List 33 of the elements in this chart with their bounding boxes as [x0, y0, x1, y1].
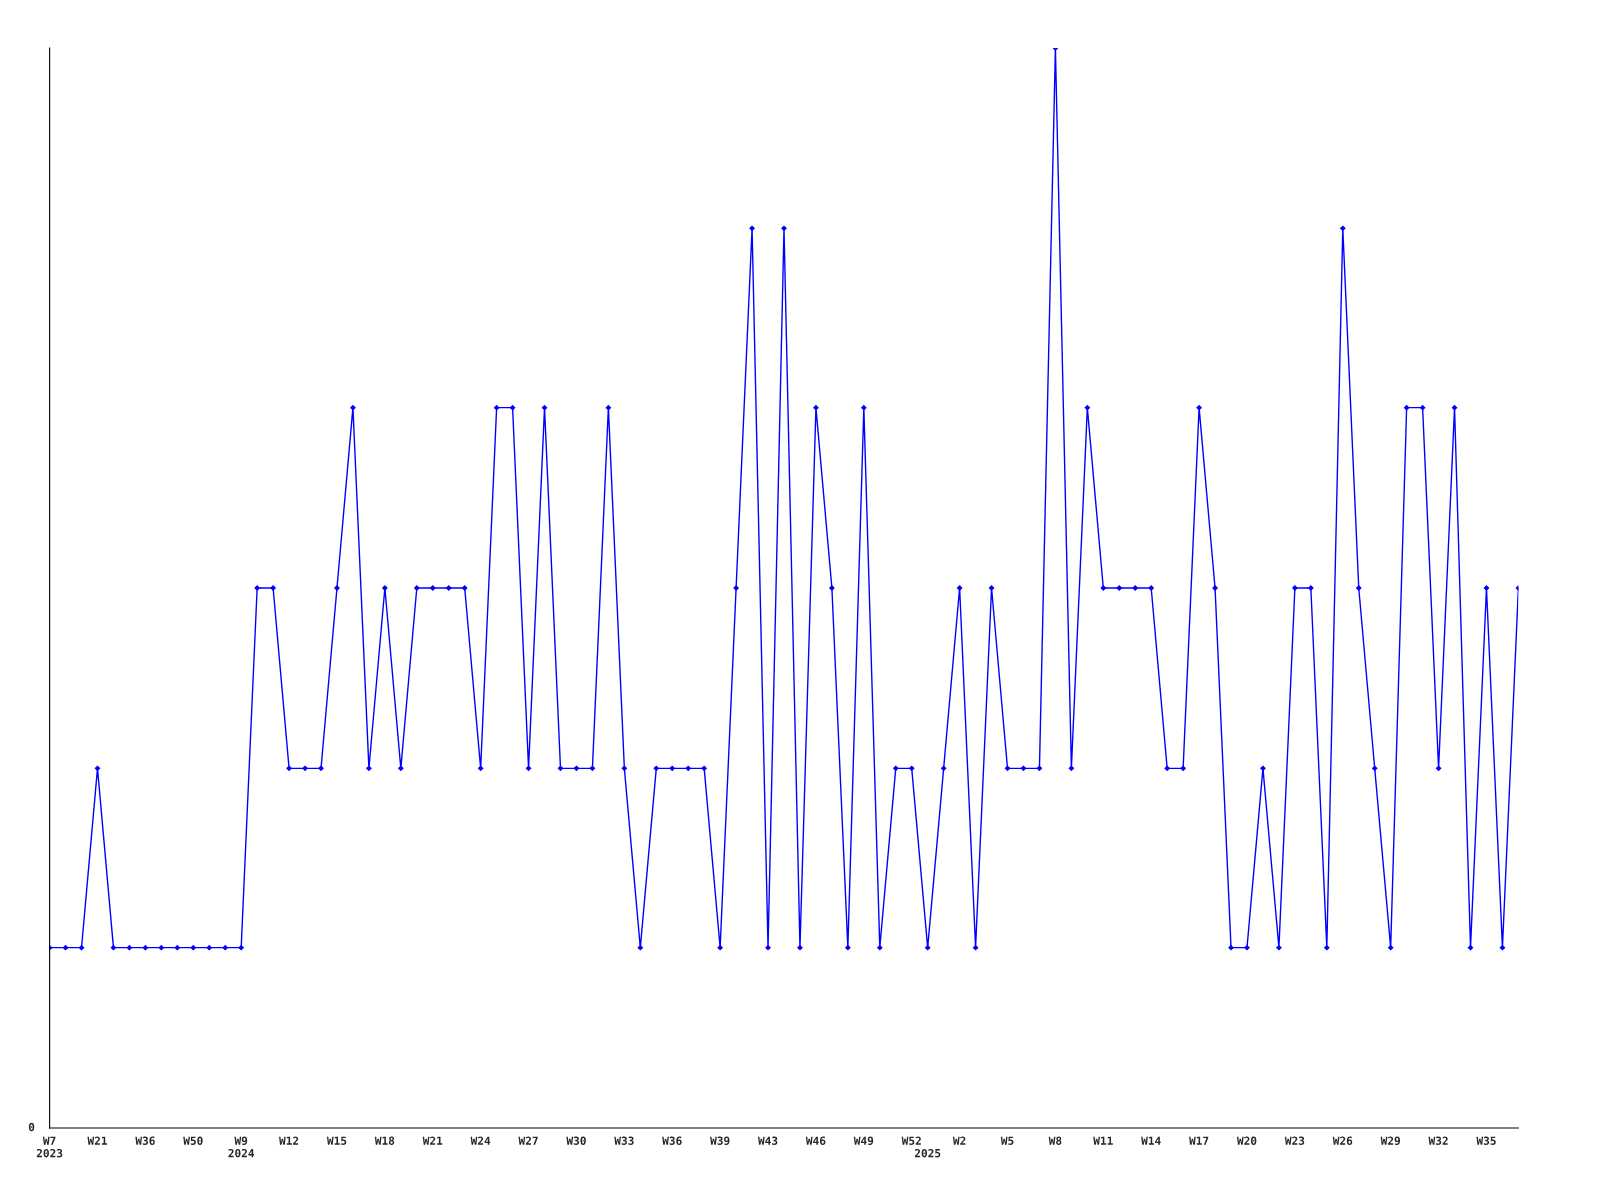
x-tick-label: W23	[1284, 1136, 1305, 1145]
x-tick-label: W46	[805, 1136, 826, 1145]
x-tick-label: W15	[326, 1136, 347, 1145]
x-tick-label: W20	[1236, 1136, 1257, 1145]
x-tick-label: W18	[374, 1136, 395, 1145]
x-tick-label: 2025	[914, 1148, 941, 1158]
x-tick-label: W7 2023	[36, 1136, 63, 1158]
x-tick-label: W12	[279, 1136, 299, 1145]
x-tick-label: W24	[470, 1136, 491, 1145]
x-tick-label: W26	[1332, 1136, 1353, 1145]
x-tick-label: W9 2024	[228, 1136, 255, 1158]
x-tick-label: W21	[87, 1136, 107, 1145]
x-tick-label: W21	[422, 1136, 443, 1145]
x-tick-label: W52	[901, 1136, 921, 1145]
x-tick-label: W49	[853, 1136, 874, 1145]
x-tick-label: W50	[183, 1136, 203, 1145]
x-tick-label: W43	[758, 1136, 778, 1145]
x-tick-label: W11	[1093, 1136, 1113, 1145]
x-tick-label: W27	[518, 1136, 538, 1145]
text: 0	[28, 1122, 35, 1132]
x-tick-label: W29	[1380, 1136, 1400, 1145]
x-tick-label: W33	[614, 1136, 634, 1145]
x-tick-label: W36	[662, 1136, 682, 1145]
x-tick-label: W8	[1048, 1136, 1062, 1145]
x-tick-label: W36	[135, 1136, 155, 1145]
x-tick-label: W32	[1428, 1136, 1448, 1145]
x-tick-label: W35	[1476, 1136, 1496, 1145]
x-tick-label: W2	[952, 1136, 966, 1145]
x-tick-label: W14	[1141, 1136, 1161, 1145]
x-tick-label: W5	[1000, 1136, 1014, 1145]
x-tick-label: W39	[710, 1136, 730, 1145]
x-tick-label: W17	[1189, 1136, 1209, 1145]
x-tick-label: W30	[566, 1136, 586, 1145]
